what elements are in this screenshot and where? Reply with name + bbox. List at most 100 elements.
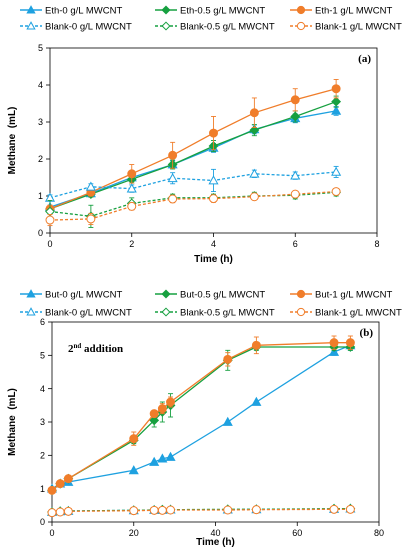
series-b-0 <box>46 339 356 493</box>
series-line <box>49 88 337 210</box>
data-point <box>127 169 137 179</box>
data-point <box>55 479 65 489</box>
data-point <box>251 396 262 406</box>
series-line <box>51 344 351 490</box>
data-point <box>127 201 137 211</box>
data-point <box>222 416 233 426</box>
legend-entry-a-2: Eth-1 g/L MWCNT <box>290 5 392 16</box>
data-point <box>331 166 342 176</box>
legend-label: But-0.5 g/L MWCNT <box>180 289 265 300</box>
legend-label: Eth-0 g/L MWCNT <box>45 5 122 16</box>
data-point <box>165 451 176 461</box>
y-tick-label: 2 <box>40 451 45 461</box>
series-b-4 <box>47 503 356 517</box>
series-a-5 <box>45 187 341 227</box>
legend-marker <box>161 289 171 299</box>
data-point <box>209 194 218 204</box>
data-point <box>249 192 259 202</box>
data-point <box>47 508 57 518</box>
y-axis-label: Methane (mL) <box>7 107 18 175</box>
y-tick-label: 6 <box>40 317 45 327</box>
x-tick-label: 6 <box>293 239 298 249</box>
x-tick-label: 8 <box>374 239 379 249</box>
data-point <box>249 108 259 118</box>
data-point <box>290 189 300 199</box>
data-point <box>157 453 168 463</box>
legend-marker <box>26 5 36 14</box>
data-point <box>331 96 342 107</box>
y-tick-label: 3 <box>40 417 45 427</box>
legend-marker <box>296 289 306 299</box>
legend-marker <box>26 21 36 30</box>
data-point <box>63 474 73 484</box>
x-tick-label: 60 <box>292 528 302 538</box>
data-point <box>166 397 176 407</box>
legend-entry-b-2: But-1 g/L MWCNT <box>290 289 392 300</box>
x-tick-label: 0 <box>49 528 54 538</box>
legend-entry-b-5: Blank-1 g/L MWCNT <box>290 307 402 318</box>
data-point <box>63 506 73 516</box>
legend-label: But-1 g/L MWCNT <box>315 289 392 300</box>
data-point <box>149 409 159 419</box>
data-point <box>345 504 355 514</box>
data-point <box>331 187 341 197</box>
series-b-5 <box>47 504 355 518</box>
data-point <box>209 128 218 138</box>
series-line <box>49 191 337 217</box>
series-b-2 <box>47 335 355 495</box>
y-tick-label: 4 <box>40 384 45 394</box>
data-point <box>223 505 233 515</box>
data-point <box>331 105 342 115</box>
data-point <box>331 84 341 94</box>
data-point <box>47 485 57 495</box>
legend-entry-b-0: But-0 g/L MWCNT <box>20 289 122 300</box>
data-point <box>149 456 160 466</box>
y-tick-label: 1 <box>38 191 43 201</box>
data-point <box>290 111 301 122</box>
legend-marker <box>296 21 306 31</box>
series-line <box>49 101 337 210</box>
data-point <box>249 125 260 136</box>
series-line <box>49 171 337 199</box>
data-point <box>329 504 339 514</box>
legend-marker <box>161 21 171 31</box>
x-tick-label: 80 <box>374 528 384 538</box>
data-point <box>86 214 96 224</box>
legend-entry-a-0: Eth-0 g/L MWCNT <box>20 5 122 16</box>
series-line <box>49 190 337 221</box>
x-tick-label: 4 <box>211 239 216 249</box>
y-tick-label: 0 <box>38 228 43 238</box>
data-point <box>45 215 55 225</box>
data-point <box>329 338 339 348</box>
legend-label: But-0 g/L MWCNT <box>45 289 122 300</box>
data-point <box>157 404 167 414</box>
legend-entry-b-4: Blank-0.5 g/L MWCNT <box>155 307 275 318</box>
x-tick-label: 20 <box>129 528 139 538</box>
data-point <box>168 194 178 204</box>
legend-label: Blank-0 g/L MWCNT <box>45 21 132 32</box>
y-tick-label: 4 <box>38 80 43 90</box>
y-tick-label: 1 <box>40 484 45 494</box>
data-point <box>290 170 301 180</box>
x-tick-label: 2 <box>129 239 134 249</box>
data-point <box>249 168 260 178</box>
legend-label: Eth-0.5 g/L MWCNT <box>180 5 265 16</box>
data-point <box>168 150 178 160</box>
legend-entry-a-4: Blank-0.5 g/L MWCNT <box>155 21 275 32</box>
legend-label: Blank-0.5 g/L MWCNT <box>180 307 275 318</box>
x-axis-label: Time (h) <box>196 537 235 548</box>
data-point <box>55 507 65 517</box>
series-line <box>51 508 351 513</box>
legend-label: Blank-0.5 g/L MWCNT <box>180 21 275 32</box>
data-point <box>129 434 139 444</box>
chart-panel-a: Eth-0 g/L MWCNT Eth-0.5 g/L MWCNT Eth-1 g/… <box>7 5 402 265</box>
legend-entry-a-3: Blank-0 g/L MWCNT <box>20 21 132 32</box>
legend-label: Blank-1 g/L MWCNT <box>315 307 402 318</box>
legend-marker <box>296 5 306 15</box>
series-a-3 <box>44 165 342 202</box>
data-point <box>157 505 167 515</box>
legend-marker <box>26 289 36 298</box>
legend-marker <box>161 5 171 15</box>
legend-entry-b-1: But-0.5 g/L MWCNT <box>155 289 265 300</box>
